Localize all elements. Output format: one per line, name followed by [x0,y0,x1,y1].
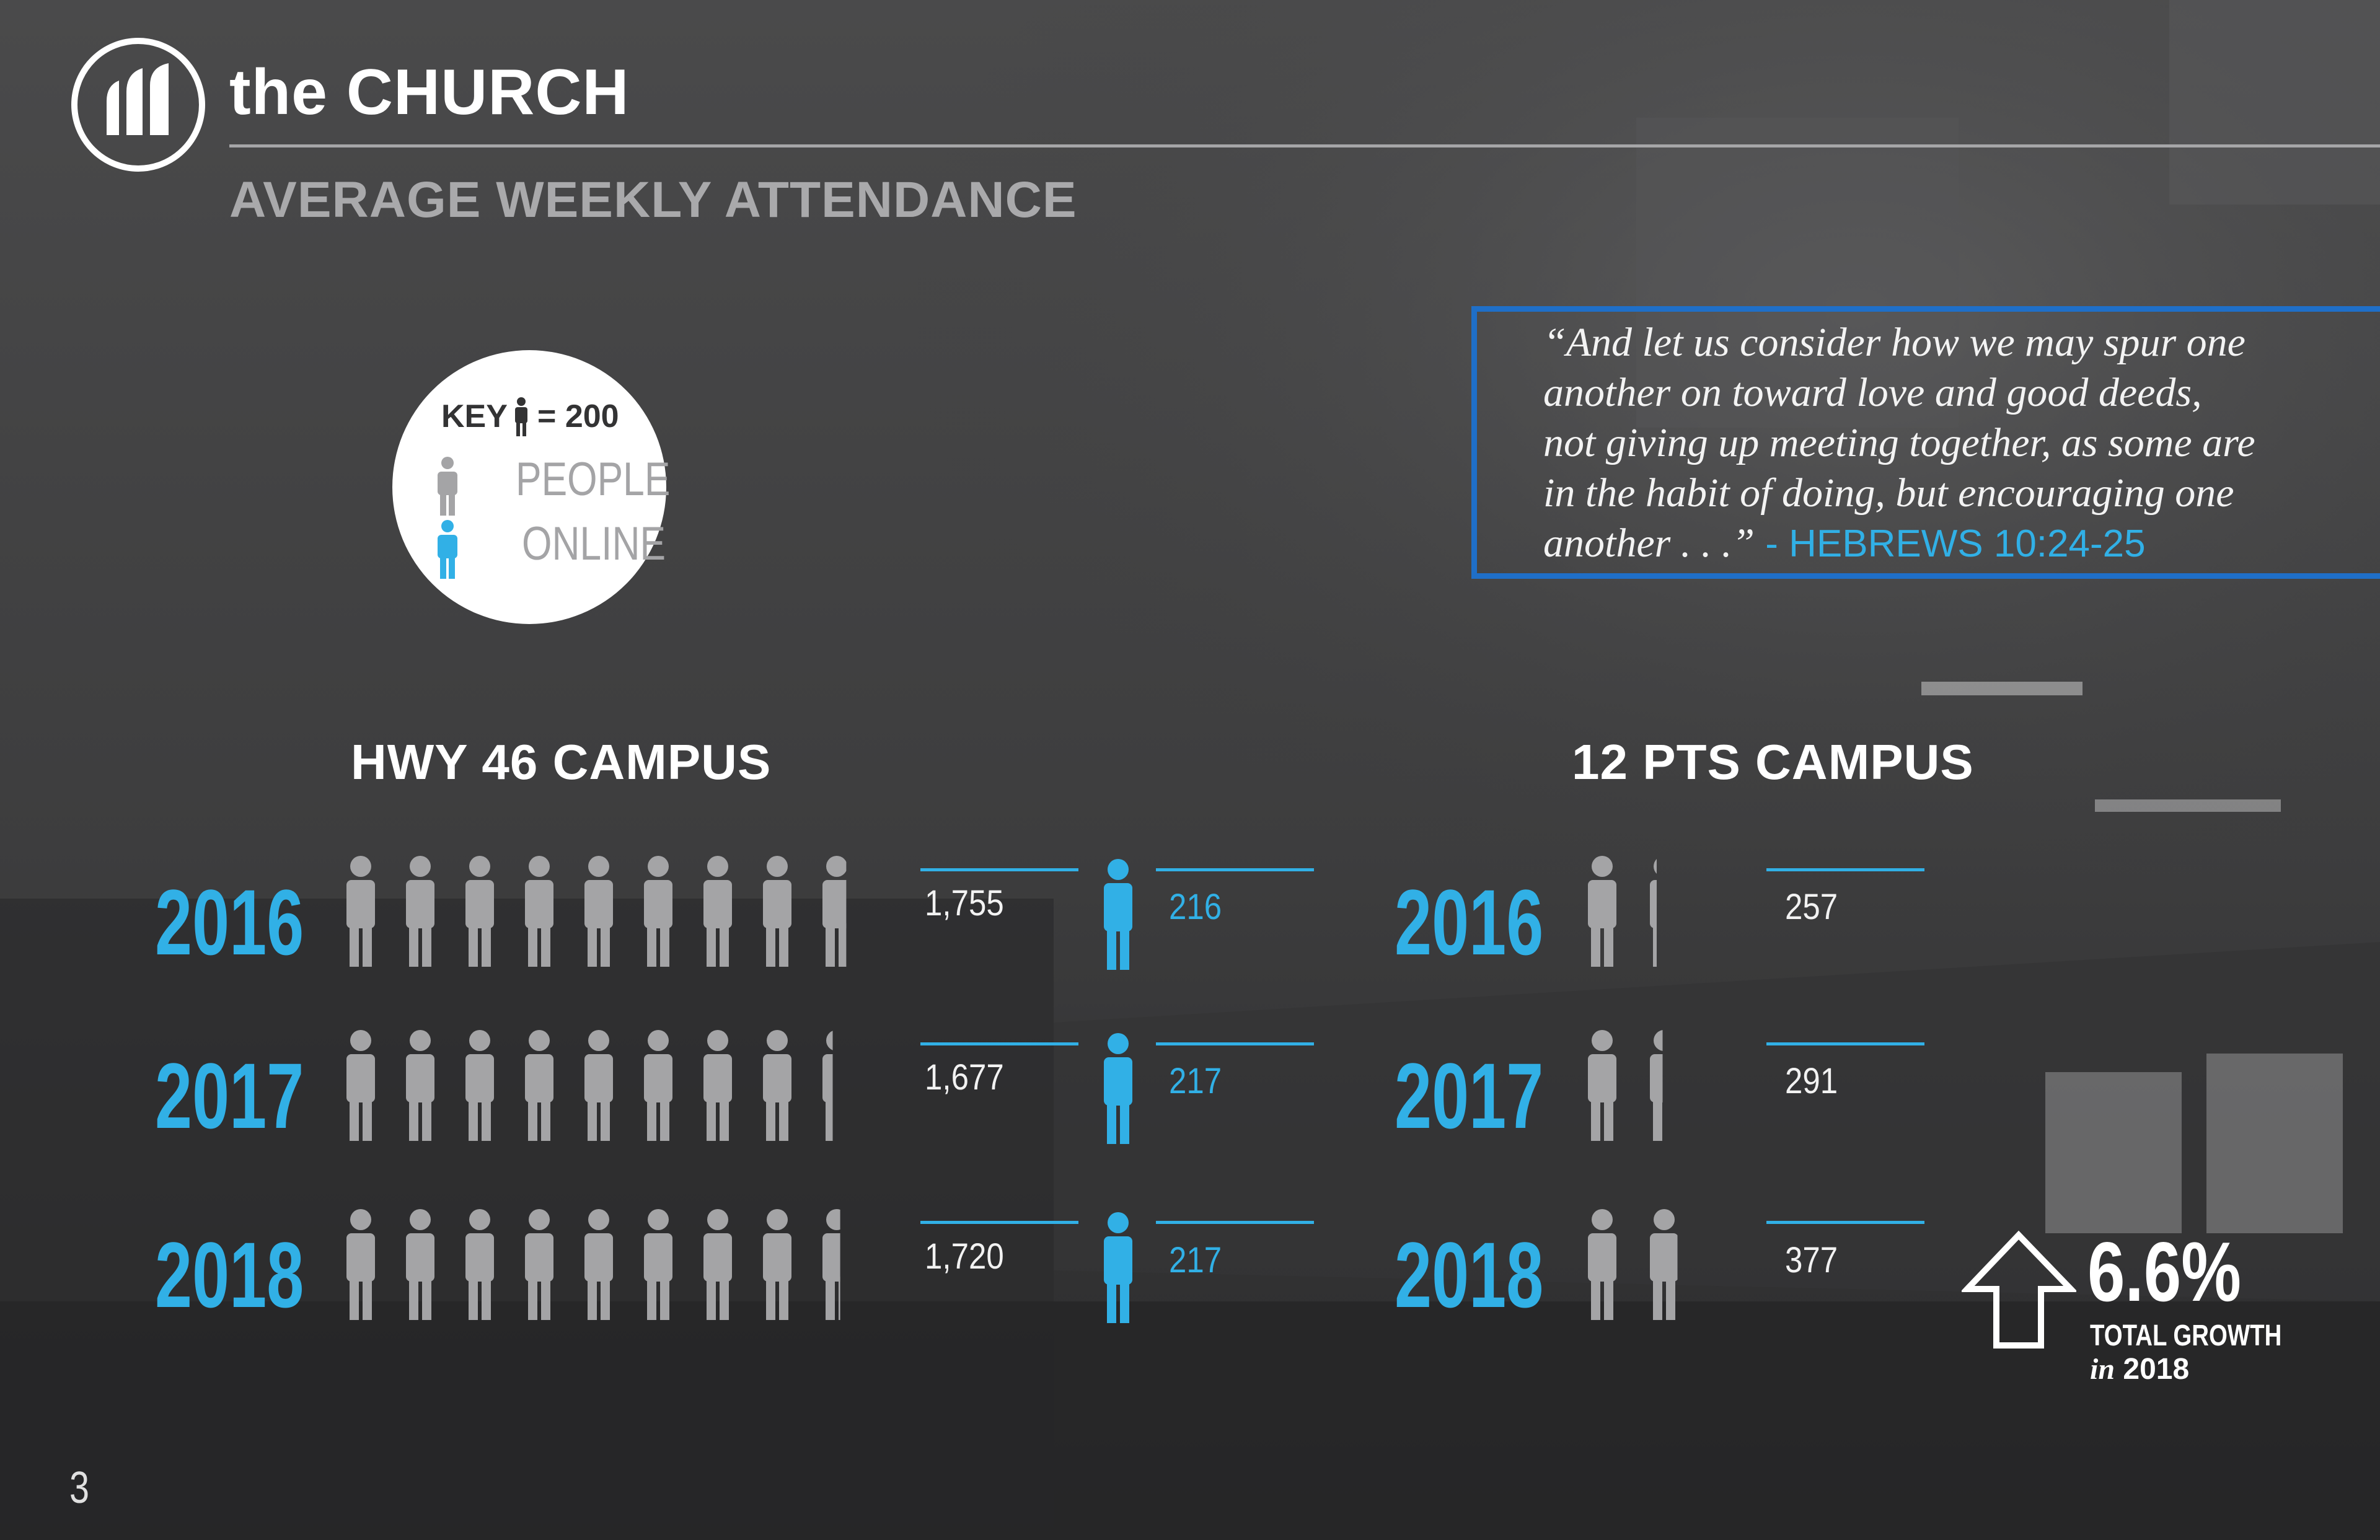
quote-box [1471,306,2380,579]
person-icon [763,1030,791,1141]
person-icon [822,1209,840,1320]
quote-line: “And let us consider how we may spur one [1543,320,2246,365]
person-icon [465,1209,494,1320]
person-icon [346,1030,375,1141]
key-online-label: ONLINE [522,517,666,570]
people-rule [1766,1221,1924,1224]
online-rule [1156,868,1314,871]
person-icon [525,1030,553,1141]
person-icon [703,1209,732,1320]
year-label: 2016 [1395,870,1544,974]
person-icon [644,1030,672,1141]
person-icon [1104,1212,1132,1323]
up-arrow-icon [1962,1230,2076,1349]
person-icon [525,1209,553,1320]
growth-year-value: 2018 [2115,1353,2190,1386]
people-rule [920,1221,1078,1224]
person-icon [1588,1030,1616,1141]
brand-title: the CHURCH [229,56,630,128]
person-icon [703,856,732,967]
people-count: 1,720 [925,1236,1004,1277]
person-icon [763,856,791,967]
campus-title-hwy46: HWY 46 CAMPUS [351,734,772,790]
person-icon [438,457,457,516]
year-label: 2017 [155,1044,304,1148]
online-count: 217 [1169,1061,1222,1101]
person-icon [1650,1209,1678,1320]
person-icon [346,1209,375,1320]
person-icon [1588,856,1616,967]
people-count: 1,755 [925,883,1004,923]
person-icon [1588,1209,1616,1320]
person-icon [584,1209,613,1320]
year-label: 2018 [155,1223,304,1327]
header-divider [229,144,2380,147]
quote-line: not giving up meeting together, as some … [1543,420,2255,465]
campus-title-12pts: 12 PTS CAMPUS [1572,734,1974,790]
person-icon [822,1031,833,1141]
quote-line: in the habit of doing, but encouraging o… [1543,470,2234,516]
person-icon [644,1209,672,1320]
person-icon [525,856,553,967]
people-rule [1766,1042,1924,1045]
people-count: 377 [1785,1240,1838,1280]
person-icon [406,1030,434,1141]
person-icon [1104,859,1132,970]
people-count: 291 [1785,1061,1838,1101]
key-people-label: PEOPLE [516,453,671,506]
page-number: 3 [69,1463,90,1513]
person-icon [406,856,434,967]
person-icon [465,1030,494,1141]
people-rule [920,1042,1078,1045]
online-rule [1156,1221,1314,1224]
church-logo-icon [71,38,205,172]
person-icon [644,856,672,967]
person-icon [1650,1030,1663,1141]
person-icon [584,1030,613,1141]
hwy46-people-pictograph [346,856,847,1320]
online-count: 216 [1169,887,1222,927]
person-icon [1650,859,1657,967]
growth-value: 6.6% [2087,1225,2241,1319]
quote-reference: - HEBREWS 10:24-25 [1755,522,2146,565]
person-icon [465,856,494,967]
person-icon [822,856,847,967]
person-icon [584,856,613,967]
person-icon [763,1209,791,1320]
key-title: KEY [441,398,508,434]
page-subtitle: AVERAGE WEEKLY ATTENDANCE [229,172,1077,228]
year-label: 2016 [155,870,304,974]
online-rule [1156,1042,1314,1045]
quote-line-last: another . . .” - HEBREWS 10:24-25 [1543,518,2380,569]
scripture-quote: “And let us consider how we may spur one… [1543,317,2380,569]
online-count: 217 [1169,1240,1222,1280]
year-label: 2018 [1395,1223,1544,1327]
people-rule [1766,868,1924,871]
growth-label: TOTAL GROWTH [2090,1319,2282,1352]
person-icon [406,1209,434,1320]
person-icon [1104,1033,1132,1144]
growth-in-word: in [2090,1353,2115,1386]
key-scale: = 200 [537,398,619,434]
people-count: 257 [1785,887,1838,927]
12pts-people-pictograph [1588,856,1678,1320]
quote-line: another on toward love and good deeds, [1543,370,2202,415]
year-label: 2017 [1395,1044,1544,1148]
quote-line-end: another . . .” [1543,521,1755,566]
people-rule [920,868,1078,871]
growth-year: in 2018 [2090,1352,2189,1386]
person-icon [438,520,457,579]
person-icon [703,1030,732,1141]
person-icon [515,397,527,436]
person-icon [346,856,375,967]
people-count: 1,677 [925,1057,1004,1098]
